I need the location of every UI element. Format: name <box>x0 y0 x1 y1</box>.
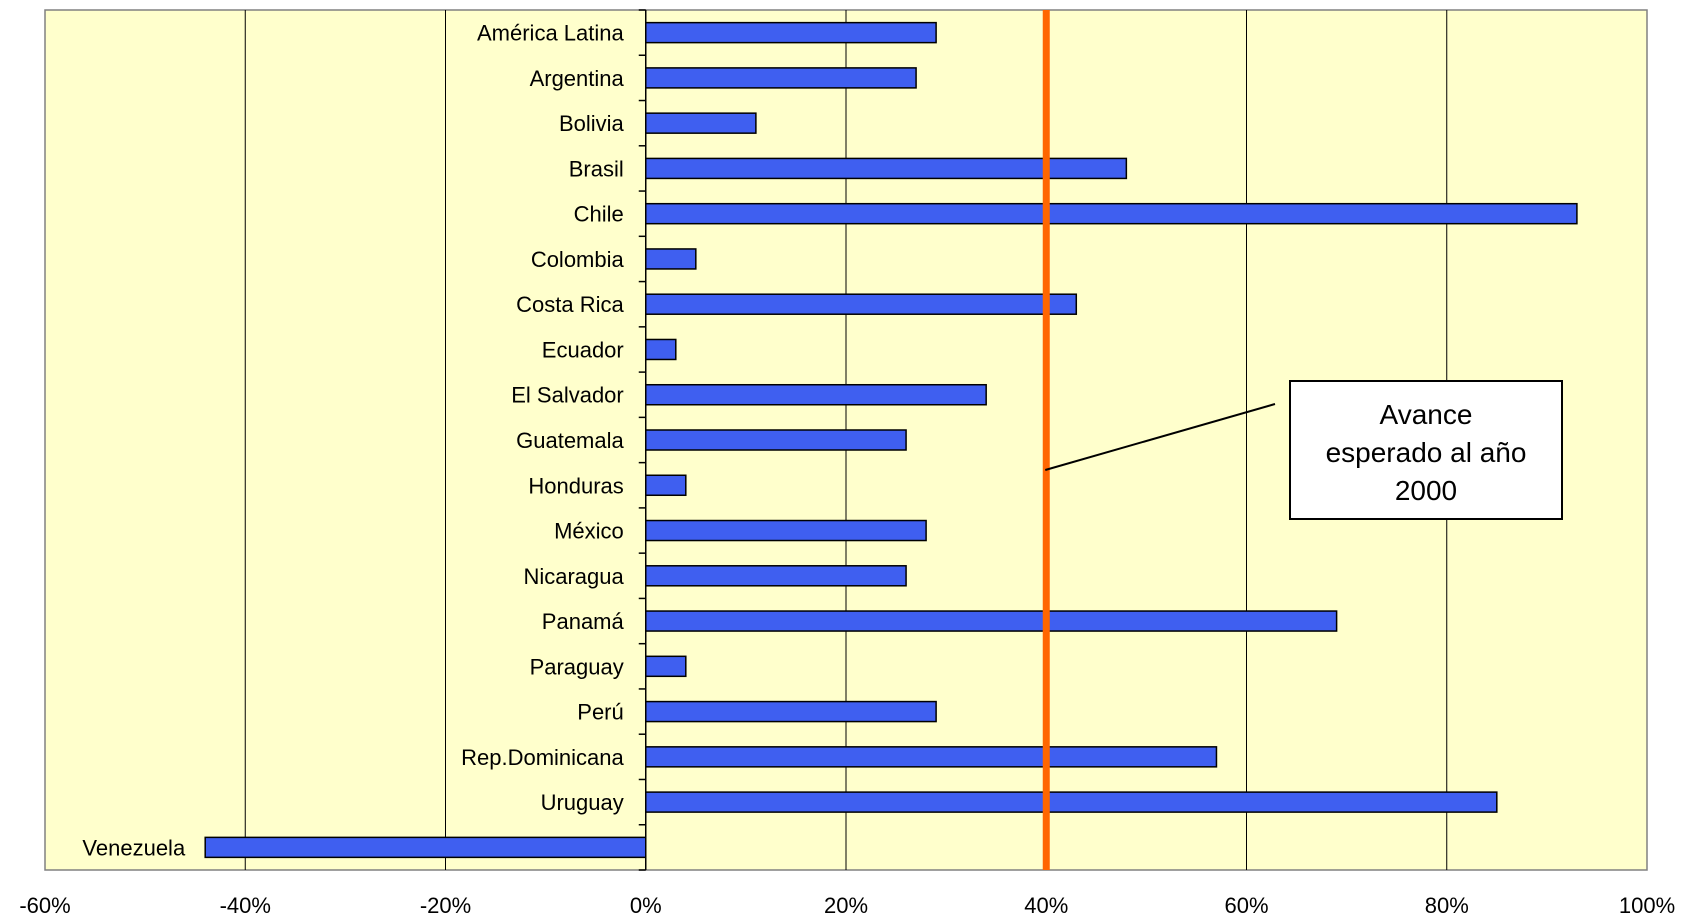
category-label: Honduras <box>528 473 623 498</box>
bar <box>645 519 927 542</box>
bar <box>645 202 1578 225</box>
bar <box>645 67 917 89</box>
x-tick-label: 100% <box>1619 893 1675 918</box>
bar <box>645 383 987 406</box>
category-labels: América Latina Argentina Bolivia Brasil Chil… <box>82 21 624 861</box>
annotation-box: Avance esperado al año 2000 <box>1289 380 1563 520</box>
category-label: Bolivia <box>559 111 625 136</box>
bars <box>204 21 1578 859</box>
x-tick-label: -60% <box>19 893 70 918</box>
x-tick-label: -20% <box>420 893 471 918</box>
category-label: Ecuador <box>542 337 624 362</box>
annotation-frame <box>1289 380 1563 520</box>
category-label: Guatemala <box>516 428 624 453</box>
x-tick-label: 40% <box>1024 893 1068 918</box>
annotation-leader-line <box>1044 403 1276 471</box>
bar <box>645 610 1338 632</box>
category-label: México <box>554 519 624 544</box>
category-label: Argentina <box>530 66 625 91</box>
bar <box>645 338 677 361</box>
category-label: Nicaragua <box>523 564 624 589</box>
category-label: América Latina <box>477 21 625 46</box>
category-label: Perú <box>577 700 623 725</box>
category-label: Uruguay <box>541 790 624 815</box>
bar <box>645 655 687 678</box>
x-tick-label: 20% <box>824 893 868 918</box>
x-tick-label: 60% <box>1224 893 1268 918</box>
bar <box>645 791 1498 813</box>
bar <box>645 293 1078 315</box>
bar <box>645 157 1128 180</box>
x-tick-label: 80% <box>1425 893 1469 918</box>
category-label: Costa Rica <box>516 292 624 317</box>
bar <box>645 112 757 134</box>
annotation-line-3: 2000 <box>1395 475 1457 506</box>
bar <box>645 746 1218 768</box>
bar <box>645 565 907 587</box>
bar <box>645 21 937 44</box>
bar <box>204 836 647 859</box>
category-label: Venezuela <box>82 835 186 860</box>
bar <box>645 474 687 497</box>
x-tick-labels: -60% -40% -20% 0% 20% 40% 60% 80% 100% <box>19 893 1675 918</box>
x-tick-label: 0% <box>630 893 662 918</box>
annotation-line-1: Avance <box>1380 399 1473 430</box>
bar <box>645 700 937 723</box>
category-label: Colombia <box>531 247 625 272</box>
category-label: Panamá <box>542 609 625 634</box>
bar <box>645 248 697 270</box>
x-tick-label: -40% <box>220 893 271 918</box>
category-axis <box>638 9 647 871</box>
category-label: El Salvador <box>511 383 624 408</box>
category-label: Rep.Dominicana <box>461 745 624 770</box>
category-label: Brasil <box>569 156 624 181</box>
category-label: Chile <box>574 202 624 227</box>
category-label: Paraguay <box>530 654 624 679</box>
bar <box>645 429 907 451</box>
annotation-line-2: esperado al año <box>1326 437 1527 468</box>
